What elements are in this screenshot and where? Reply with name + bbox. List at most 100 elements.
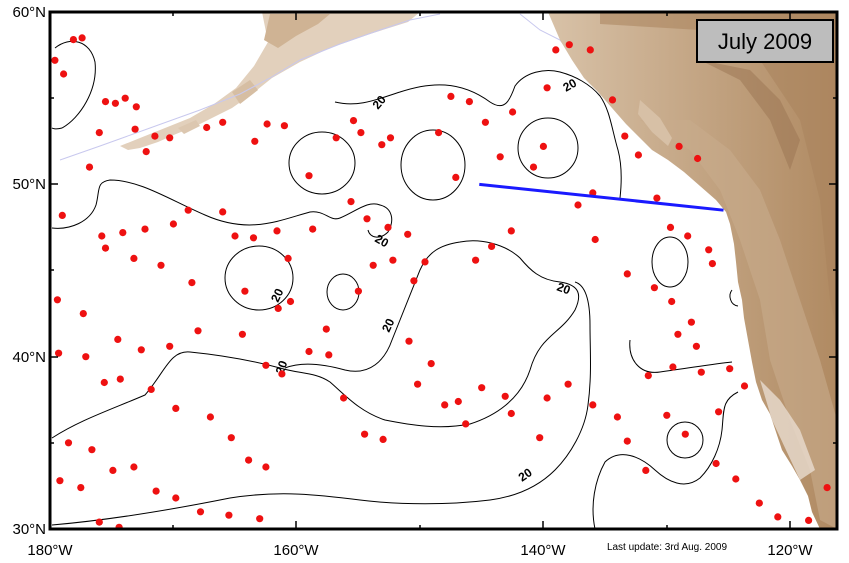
float-marker <box>111 99 119 107</box>
section-line <box>479 182 724 212</box>
float-marker <box>203 123 211 132</box>
float-marker <box>536 434 544 442</box>
float-marker <box>95 518 103 526</box>
float-marker <box>88 446 96 454</box>
float-marker <box>697 368 705 376</box>
float-marker <box>379 435 387 443</box>
float-marker <box>715 408 723 416</box>
float-marker <box>650 284 659 292</box>
float-marker <box>507 409 515 418</box>
last-update-note: Last update: 3rd Aug. 2009 <box>607 542 728 553</box>
float-marker <box>262 463 270 471</box>
float-marker <box>508 108 517 116</box>
float-marker <box>591 235 599 244</box>
float-marker <box>347 198 355 206</box>
float-marker <box>378 141 386 149</box>
date-label: July 2009 <box>718 29 812 54</box>
float-marker <box>462 420 470 428</box>
float-marker <box>325 351 333 359</box>
float-marker <box>278 370 286 378</box>
float-marker <box>256 515 264 523</box>
contour-label: 20 <box>273 358 291 376</box>
float-marker <box>305 347 313 356</box>
float-marker <box>357 129 365 137</box>
float-marker <box>219 118 227 126</box>
float-marker <box>543 394 551 402</box>
float-marker <box>151 132 159 140</box>
float-marker <box>687 318 696 326</box>
float-marker <box>78 34 86 42</box>
float-marker <box>225 511 233 519</box>
float-marker <box>166 342 174 350</box>
float-marker <box>669 363 677 371</box>
float-marker <box>529 163 538 171</box>
float-marker <box>56 477 64 485</box>
contour-label: 20 <box>268 286 286 304</box>
float-marker <box>340 394 348 402</box>
float-marker <box>642 466 650 474</box>
float-marker <box>644 372 652 380</box>
float-marker <box>441 401 449 409</box>
float-marker <box>309 225 317 233</box>
float-marker <box>98 232 106 240</box>
float-marker <box>634 151 643 159</box>
contour-line-20 <box>592 391 739 529</box>
float-marker <box>169 220 177 228</box>
float-marker <box>85 163 94 171</box>
float-marker <box>137 346 145 354</box>
float-marker <box>501 392 509 400</box>
float-marker <box>740 382 749 390</box>
float-marker <box>51 56 59 64</box>
float-marker <box>130 254 138 262</box>
lon-label: 180°W <box>27 542 73 559</box>
float-marker <box>666 223 675 231</box>
float-marker <box>447 92 455 100</box>
float-marker <box>349 117 358 125</box>
contour-line-20 <box>517 117 579 179</box>
float-marker <box>245 456 253 464</box>
float-marker <box>454 397 462 406</box>
float-marker <box>613 413 622 421</box>
float-marker <box>79 310 87 318</box>
lon-label: 160°W <box>273 542 319 559</box>
contour-line-20 <box>51 179 393 238</box>
float-marker <box>284 254 292 262</box>
float-marker <box>286 297 295 306</box>
lat-label: 50°N <box>12 176 46 193</box>
float-marker <box>565 41 573 49</box>
float-marker <box>101 98 110 106</box>
float-marker <box>142 148 150 156</box>
float-marker <box>130 463 138 471</box>
float-marker <box>262 361 270 369</box>
float-marker <box>478 384 486 392</box>
contour-line-20 <box>651 236 689 288</box>
float-marker <box>263 120 271 128</box>
contour-line-20 <box>224 245 294 311</box>
float-marker <box>184 206 192 214</box>
date-box: July 2009 <box>696 19 834 63</box>
float-marker <box>141 225 149 233</box>
float-marker <box>206 413 214 421</box>
float-marker <box>623 270 631 278</box>
float-marker <box>238 330 246 338</box>
float-marker <box>586 46 594 54</box>
float-marker <box>507 227 515 235</box>
float-marker <box>653 194 661 202</box>
float-marker <box>755 499 763 507</box>
float-marker <box>249 234 258 242</box>
float-marker <box>219 208 227 216</box>
contour-line-20 <box>629 339 733 373</box>
contour-label: 20 <box>561 76 580 95</box>
float-marker <box>354 287 362 295</box>
contour-label: 20 <box>555 280 573 298</box>
float-marker <box>574 201 582 209</box>
float-marker <box>452 173 460 181</box>
float-marker <box>684 232 692 240</box>
float-marker <box>414 380 422 388</box>
float-marker <box>543 84 551 92</box>
float-marker <box>389 256 397 264</box>
float-marker <box>668 297 676 306</box>
float-marker <box>132 103 140 111</box>
float-marker <box>251 137 259 145</box>
lon-label: 140°W <box>520 542 566 559</box>
